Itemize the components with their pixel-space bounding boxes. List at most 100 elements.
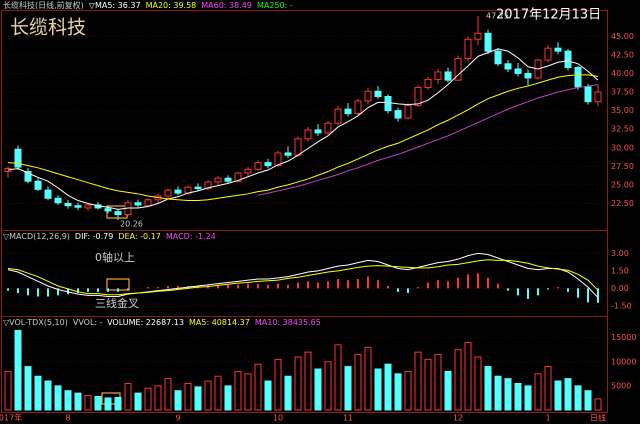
volume-bar: [324, 361, 332, 411]
candle-body: [44, 189, 52, 199]
header-item: ▽MA5: 36.37: [89, 1, 141, 10]
y-tick-label: 45.00: [611, 32, 634, 41]
volume-bar: [424, 358, 432, 411]
volume-bar: [54, 385, 62, 411]
candle-body: [384, 95, 392, 112]
stock-title: 长缆科技: [10, 17, 86, 39]
volume-bar: [474, 356, 482, 411]
macd-line: [7, 252, 599, 298]
candle-body: [274, 152, 282, 167]
volume-bar: [64, 390, 72, 411]
header-item: MA20: 39.58: [146, 1, 197, 10]
candle-body: [344, 108, 352, 115]
y-tick-label: 35.00: [611, 106, 634, 115]
header-item: MA10: 38435.65: [255, 318, 321, 327]
volume-bar: [404, 370, 412, 411]
candle-body: [304, 129, 312, 140]
volume-bar: [4, 370, 12, 411]
candle-body: [294, 138, 302, 156]
volume-bar: [304, 351, 312, 411]
header-item: DEA: -0.17: [118, 232, 160, 241]
candle-body: [374, 90, 382, 97]
candle-body: [214, 177, 222, 183]
header-item: MACD: -1.24: [166, 232, 216, 241]
volume-bar: [164, 378, 172, 411]
volume-bar: [194, 386, 202, 411]
x-tick-label: 9: [175, 414, 180, 423]
candle-body: [74, 205, 82, 208]
candle-body: [414, 87, 422, 106]
volume-bar: [294, 356, 302, 411]
volume-bar: [14, 329, 22, 411]
candle-body: [424, 78, 432, 89]
header-item: MA5: 40814.37: [189, 318, 250, 327]
volume-bar: [364, 346, 372, 411]
candle-body: [434, 71, 442, 80]
panel-header: ▽MACD(12,26,9) DIF: -0.79 DEA: -0.17 MACD: …: [3, 232, 216, 241]
y-tick-label: 27.50: [611, 162, 634, 171]
volume-bar: [104, 397, 112, 411]
ma-line: [7, 74, 599, 202]
ma-line: [257, 84, 599, 196]
volume-bar: [184, 382, 192, 411]
header-item: DIF: -0.79: [75, 232, 113, 241]
candle-body: [134, 202, 142, 206]
volume-bar: [244, 373, 252, 411]
volume-bar: [344, 366, 352, 411]
y-tick-label: 22.50: [611, 199, 634, 208]
volume-bar: [34, 375, 42, 411]
low-label: 20.26: [120, 220, 143, 229]
panel-header: ▽VOL-TDX(5,10) VVOL: - VOLUME: 22687.13 MA5…: [3, 318, 321, 327]
frames: [1, 10, 608, 413]
candle-body: [334, 108, 342, 124]
candle-body: [194, 186, 202, 190]
volume-bar: [84, 395, 92, 411]
date-label: 2017年12月13日: [496, 8, 601, 23]
y-tick-label: 42.50: [611, 50, 634, 59]
candle-body: [314, 129, 322, 134]
candle-body: [254, 162, 262, 170]
y-tick-label: 0.00: [611, 284, 629, 293]
high-label: 47.75: [486, 11, 509, 20]
candle-body: [564, 50, 572, 68]
candle-body: [584, 86, 592, 103]
candle-body: [264, 162, 272, 167]
y-tick-label: 5000: [611, 381, 631, 390]
y-tick-label: 1.50: [611, 266, 629, 275]
header-item: MA60: 38.49: [201, 1, 252, 10]
candle-body: [484, 32, 492, 52]
volume-bar: [534, 373, 542, 411]
volume-bar: [124, 382, 132, 411]
candle-body: [284, 152, 292, 156]
y-tick-label: 10000: [611, 357, 636, 366]
candle-body: [144, 199, 152, 207]
volume-bar: [554, 380, 562, 411]
x-tick-label: 1: [545, 414, 550, 423]
volume-bar: [464, 341, 472, 411]
x-tick-label: 10: [273, 414, 283, 423]
header-item: VVOL: -: [73, 318, 103, 327]
candle-body: [114, 211, 122, 216]
volume-bar: [264, 380, 272, 411]
candle-body: [234, 172, 242, 182]
volume-frame: [1, 316, 608, 413]
candle-body: [394, 110, 402, 119]
candle-body: [354, 100, 362, 115]
header-item: ▽VOL-TDX(5,10): [3, 318, 68, 327]
candle-body: [204, 181, 212, 190]
candle-body: [544, 47, 552, 61]
volume-bar: [564, 378, 572, 411]
candle-body: [164, 189, 172, 197]
volume-bar: [144, 387, 152, 411]
candle-body: [104, 208, 112, 212]
candle-body: [554, 47, 562, 52]
macd-line: [7, 259, 599, 296]
candle-body: [54, 197, 62, 204]
ma-line: [7, 48, 599, 210]
volume-bar: [544, 366, 552, 411]
volume-bar: [484, 366, 492, 411]
header-item: VOLUME: 22687.13: [107, 318, 184, 327]
x-tick-label: 2017年: [0, 413, 22, 423]
volume-bar: [594, 398, 602, 411]
